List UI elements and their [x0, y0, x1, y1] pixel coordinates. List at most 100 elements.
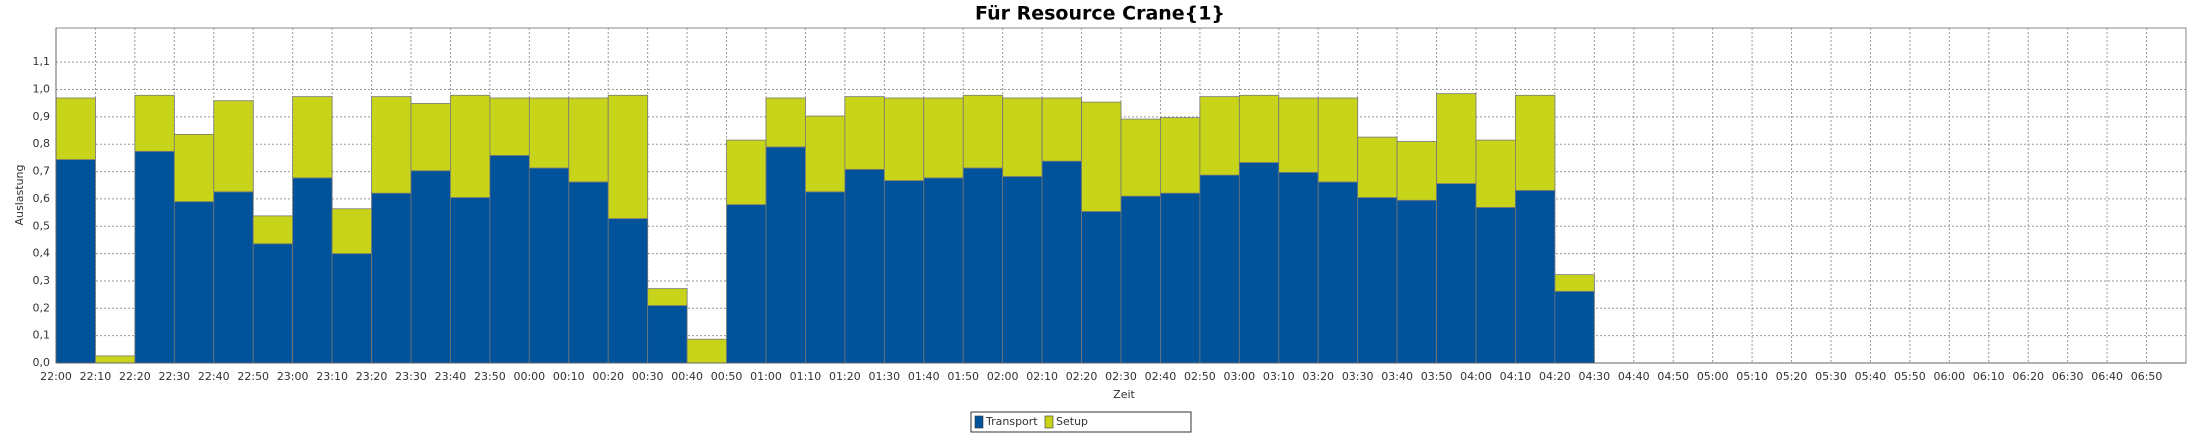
x-tick-label: 01:00: [750, 370, 782, 383]
bar-segment: [528, 97, 570, 169]
x-tick-label: 05:10: [1736, 370, 1768, 383]
bar-segment: [173, 201, 215, 364]
bar-segment: [55, 159, 96, 364]
bar-segment: [1317, 181, 1359, 364]
x-tick-label: 23:50: [474, 370, 506, 383]
x-tick-label: 04:50: [1657, 370, 1689, 383]
bar-segment: [844, 96, 885, 170]
bar-segment: [371, 96, 412, 194]
bar-segment: [292, 96, 333, 179]
x-tick-label: 04:30: [1578, 370, 1610, 383]
bar-segment: [805, 191, 846, 364]
bar-segment: [1081, 101, 1122, 212]
x-tick-label: 04:10: [1500, 370, 1532, 383]
bar-segment: [726, 139, 767, 206]
bar-segment: [923, 177, 964, 364]
x-tick-label: 01:20: [829, 370, 861, 383]
bar-segment: [1238, 162, 1280, 364]
x-tick-label: 05:40: [1855, 370, 1887, 383]
bar-segment: [962, 94, 1004, 169]
x-tick-label: 04:40: [1618, 370, 1650, 383]
bar-segment: [923, 97, 964, 179]
bar-segment: [647, 288, 688, 306]
x-tick-label: 04:00: [1460, 370, 1492, 383]
bar-segment: [1081, 211, 1122, 364]
x-tick-label: 01:10: [790, 370, 822, 383]
bar-segment: [883, 180, 925, 364]
bar-segment: [410, 103, 451, 172]
x-tick-label: 06:30: [2052, 370, 2084, 383]
x-tick-label: 06:20: [2012, 370, 2044, 383]
x-tick-label: 23:20: [356, 370, 388, 383]
y-tick-label: 0,8: [33, 137, 51, 150]
bar-segment: [883, 97, 925, 181]
bar-segment: [1120, 195, 1161, 364]
bar-segment: [1199, 96, 1240, 176]
y-tick-label: 0,4: [33, 247, 51, 260]
x-tick-label: 23:00: [277, 370, 309, 383]
bar-segment: [607, 94, 649, 220]
bar-segment: [1554, 274, 1595, 292]
x-tick-label: 03:40: [1381, 370, 1413, 383]
x-tick-label: 05:00: [1697, 370, 1729, 383]
x-tick-label: 02:00: [987, 370, 1019, 383]
x-tick-label: 03:20: [1302, 370, 1334, 383]
bar-segment: [1041, 97, 1082, 162]
bar-segment: [647, 305, 688, 364]
bar-segment: [568, 97, 609, 183]
bar-segment: [55, 97, 96, 160]
y-tick-label: 0,2: [33, 301, 51, 314]
bar-segment: [173, 133, 215, 203]
bar-segment: [1238, 94, 1280, 163]
bar-segment: [1396, 199, 1437, 364]
bar-segment: [765, 97, 806, 148]
x-tick-label: 02:50: [1184, 370, 1216, 383]
bar-segment: [1436, 183, 1477, 364]
bar-segment: [1396, 141, 1437, 201]
x-tick-label: 23:10: [316, 370, 348, 383]
y-tick-label: 0,6: [33, 192, 51, 205]
bar-segment: [331, 208, 372, 255]
x-tick-label: 02:20: [1066, 370, 1098, 383]
y-tick-label: 1,1: [33, 55, 51, 68]
x-axis-label: Zeit: [1113, 388, 1135, 401]
legend-label: Transport: [985, 415, 1038, 428]
bar-segment: [726, 204, 767, 364]
bar-segment: [1357, 197, 1398, 364]
x-tick-label: 22:30: [158, 370, 190, 383]
bar-segment: [213, 191, 254, 364]
bar-segment: [1160, 117, 1201, 194]
y-tick-label: 0,7: [33, 165, 51, 178]
bar-segment: [1199, 174, 1240, 364]
y-tick-label: 0,5: [33, 219, 51, 232]
y-tick-label: 0,1: [33, 329, 51, 342]
x-tick-label: 02:40: [1145, 370, 1177, 383]
bar-segment: [1317, 97, 1359, 183]
bar-segment: [489, 97, 530, 156]
bar-segment: [686, 338, 727, 364]
legend-label: Setup: [1056, 415, 1088, 428]
bar-segment: [805, 115, 846, 193]
x-tick-label: 03:00: [1223, 370, 1255, 383]
bar-segment: [1002, 176, 1043, 364]
bar-segment: [450, 94, 491, 198]
bar-segment: [1475, 206, 1516, 364]
bar-segment: [765, 146, 806, 364]
x-tick-label: 00:20: [592, 370, 624, 383]
x-tick-label: 01:30: [868, 370, 900, 383]
bar-segment: [252, 215, 294, 245]
bar-segment: [1436, 93, 1477, 185]
bar-segment: [1357, 136, 1398, 198]
bar-segment: [371, 192, 412, 364]
x-tick-label: 04:20: [1539, 370, 1571, 383]
x-tick-label: 01:50: [947, 370, 979, 383]
x-tick-label: 03:30: [1342, 370, 1374, 383]
chart-title: Für Resource Crane{1}: [975, 3, 1225, 25]
bar-segment: [1002, 97, 1043, 177]
bar-segment: [1475, 139, 1516, 208]
bar-segment: [568, 181, 609, 364]
bar-segment: [607, 218, 649, 364]
x-tick-label: 00:40: [671, 370, 703, 383]
x-tick-label: 05:20: [1776, 370, 1808, 383]
